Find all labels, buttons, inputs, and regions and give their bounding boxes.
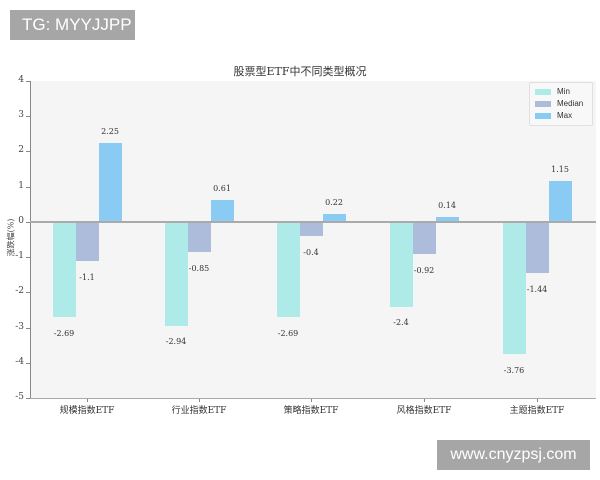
plot-area bbox=[30, 81, 596, 399]
x-tick-label: 策略指数ETF bbox=[283, 406, 339, 416]
value-label: 0.61 bbox=[213, 184, 231, 193]
bar-max bbox=[99, 143, 122, 222]
watermark-bottom: www.cnyzpsj.com bbox=[437, 440, 590, 470]
y-tick bbox=[26, 398, 30, 399]
y-tick-label: -5 bbox=[15, 392, 24, 402]
bar-max bbox=[211, 200, 234, 221]
bar-max bbox=[549, 181, 572, 222]
x-tick bbox=[311, 399, 312, 402]
legend-swatch-max bbox=[535, 113, 551, 119]
x-tick bbox=[199, 399, 200, 402]
y-tick bbox=[26, 363, 30, 364]
y-tick bbox=[26, 151, 30, 152]
y-tick-label: 0 bbox=[18, 216, 24, 226]
bar-min bbox=[165, 222, 188, 326]
value-label: -1.1 bbox=[79, 273, 95, 282]
legend-label-median: Median bbox=[557, 99, 584, 108]
bar-median bbox=[300, 222, 323, 236]
y-axis-line bbox=[30, 81, 31, 399]
value-label: 1.15 bbox=[551, 165, 569, 174]
x-tick-label: 规模指数ETF bbox=[59, 406, 115, 416]
x-tick bbox=[424, 399, 425, 402]
bar-min bbox=[277, 222, 300, 317]
bar-min bbox=[53, 222, 76, 317]
value-label: 0.14 bbox=[438, 201, 456, 210]
y-tick-label: 2 bbox=[18, 145, 24, 155]
value-label: -0.4 bbox=[303, 248, 319, 257]
value-label: -3.76 bbox=[503, 366, 525, 375]
chart-title: 股票型ETF中不同类型概况 bbox=[233, 65, 367, 78]
bar-min bbox=[390, 222, 413, 307]
x-tick-label: 行业指数ETF bbox=[171, 406, 227, 416]
bar-max bbox=[436, 217, 459, 222]
y-tick-label: 3 bbox=[18, 110, 24, 120]
legend-swatch-median bbox=[535, 101, 551, 107]
y-tick-label: 4 bbox=[18, 75, 24, 85]
y-tick bbox=[26, 328, 30, 329]
y-tick-label: 1 bbox=[18, 181, 24, 191]
bar-min bbox=[503, 222, 526, 354]
bar-median bbox=[188, 222, 211, 252]
y-axis-title: 涨跌幅(%) bbox=[6, 218, 16, 257]
y-tick bbox=[26, 81, 30, 82]
x-tick bbox=[537, 399, 538, 402]
x-axis-line bbox=[30, 398, 596, 399]
value-label: -2.4 bbox=[393, 318, 409, 327]
y-tick bbox=[26, 292, 30, 293]
bar-max bbox=[323, 214, 346, 222]
y-tick bbox=[26, 257, 30, 258]
x-tick-label: 主题指数ETF bbox=[509, 406, 565, 416]
legend-label-max: Max bbox=[557, 111, 573, 120]
y-tick bbox=[26, 116, 30, 117]
legend-swatch-min bbox=[535, 89, 551, 95]
y-tick bbox=[26, 222, 30, 223]
value-label: -1.44 bbox=[526, 285, 548, 294]
zero-baseline bbox=[30, 221, 596, 223]
bar-median bbox=[76, 222, 99, 261]
chart-legend: Min Median Max bbox=[529, 82, 593, 126]
bar-median bbox=[526, 222, 549, 273]
y-tick-label: -4 bbox=[15, 357, 24, 367]
value-label: -2.69 bbox=[277, 329, 299, 338]
value-label: -2.94 bbox=[165, 337, 187, 346]
watermark-top: TG: MYYJJPP bbox=[10, 10, 135, 40]
value-label: 2.25 bbox=[101, 127, 119, 136]
bar-median bbox=[413, 222, 436, 254]
value-label: -0.85 bbox=[188, 264, 210, 273]
y-tick-label: -2 bbox=[15, 286, 24, 296]
y-tick bbox=[26, 187, 30, 188]
value-label: -2.69 bbox=[53, 329, 75, 338]
value-label: 0.22 bbox=[325, 198, 343, 207]
x-tick-label: 风格指数ETF bbox=[396, 406, 452, 416]
value-label: -0.92 bbox=[413, 266, 435, 275]
legend-label-min: Min bbox=[557, 87, 570, 96]
x-tick bbox=[87, 399, 88, 402]
y-tick-label: -1 bbox=[15, 251, 24, 261]
y-tick-label: -3 bbox=[15, 322, 24, 332]
